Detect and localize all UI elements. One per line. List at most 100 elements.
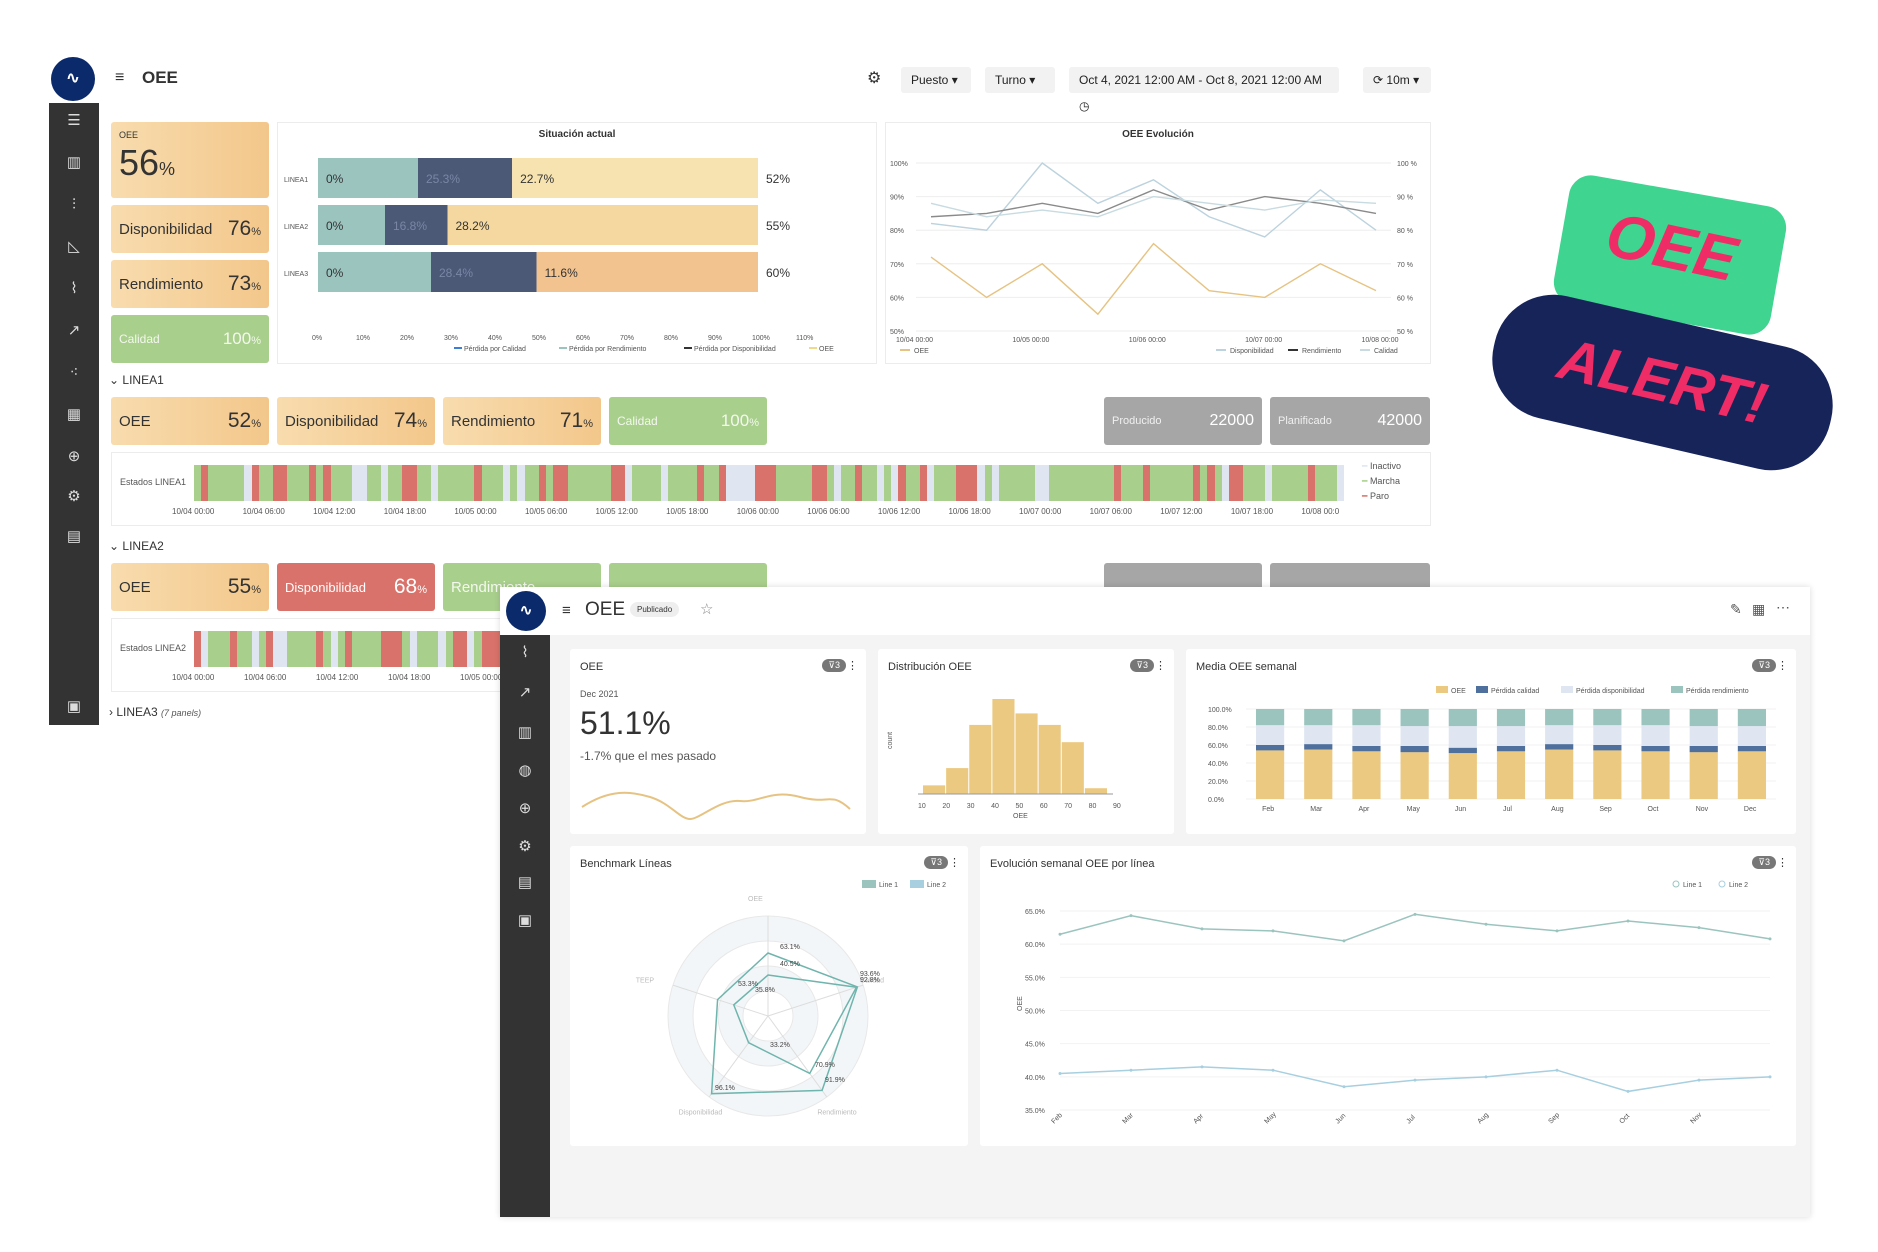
badge-count: 3 [834,660,840,670]
state-segment [1250,465,1258,501]
menu-icon[interactable]: ≡ [562,602,571,619]
state-tick: 10/05 12:00 [595,507,638,516]
settings-icon[interactable]: ⚙ [867,70,882,87]
kpi-disponibilidad-total: Disponibilidad 76% [111,205,269,253]
more-icon[interactable]: ⋯ [1776,599,1790,615]
user-icon[interactable]: ▣ [66,698,82,715]
stacked-bar-segment [1593,745,1622,751]
legend-label: Paro [1369,491,1389,501]
state-segment [438,631,446,667]
building-icon[interactable]: ▤ [66,528,82,545]
state-segment [1178,465,1186,501]
state-segment [481,465,489,501]
scatter-icon[interactable]: ⁖ [69,364,79,381]
card-title: Benchmark Líneas [580,858,672,870]
state-segment [265,465,274,501]
state-segment [797,465,805,501]
state-segment [689,465,698,501]
puesto-select[interactable]: Puesto ▾ [901,67,971,93]
filter-badge[interactable]: ⊽3 [1752,659,1776,672]
stacked-bar-segment [1448,747,1477,754]
state-segment [495,465,504,501]
bar-chart-icon[interactable]: ▥ [517,724,533,741]
stacked-bar-segment [1689,752,1718,799]
trend-icon[interactable]: ↗ [518,684,532,701]
bar-chart-icon[interactable]: ▥ [66,154,82,171]
turno-select[interactable]: Turno ▾ [985,67,1055,93]
state-segment [301,465,309,501]
filter-badge[interactable]: ⊽3 [1130,659,1154,672]
sidebar: ⌇ ↗ ▥ ◍ ⊕ ⚙ ▤ ▣ [500,635,550,1217]
card-menu-icon[interactable]: ⋮ [949,857,960,869]
line-chart-icon[interactable]: ⌇ [521,644,529,661]
legend-label: OEE [819,346,834,353]
bar-category: LINEA1 [284,177,308,184]
x-tick: 10/06 00:00 [1129,337,1166,344]
filter-badge[interactable]: ⊽3 [1752,856,1776,869]
building-icon[interactable]: ▤ [517,874,533,891]
state-segment [1013,465,1021,501]
refresh-icon: ⟳ [1373,73,1384,87]
state-tick: 10/06 00:00 [736,507,779,516]
trend-icon[interactable]: ↗ [67,322,81,339]
calendar-icon[interactable]: ▦ [1752,601,1766,617]
state-segment [1272,465,1280,501]
card-menu-icon[interactable]: ⋮ [1777,857,1788,869]
refresh-picker[interactable]: ⟳ 10m ▾ [1363,67,1431,93]
evolucion-chart: 100% 100 % 90% 90 % 80% 80 % 70% 70 % 60% 60 % 50%… [890,161,1417,355]
stacked-bar-segment [1737,709,1766,727]
edit-icon[interactable]: ✎ [1730,601,1742,617]
card-menu-icon[interactable]: ⋮ [1155,660,1166,672]
line-chart-icon[interactable]: ⌇ [70,280,78,297]
linea1-planificado: Planificado 42000 [1270,397,1430,445]
card-menu-icon[interactable]: ⋮ [847,660,858,672]
time-range-picker[interactable]: Oct 4, 2021 12:00 AM - Oct 8, 2021 12:00… [1069,67,1339,113]
plus-circle-icon[interactable]: ⊕ [67,448,81,465]
y-tick: 45.0% [1025,1042,1045,1049]
state-segment [1078,465,1086,501]
stacked-bar-segment [1304,725,1333,745]
menu-icon[interactable]: ≡ [115,69,125,86]
section-linea2[interactable]: ⌄ LINEA2 [109,539,164,553]
kpi-label: Rendimiento [451,412,536,430]
x-tick: May [1263,1111,1278,1126]
state-segment [330,631,338,667]
state-segment [740,465,748,501]
gear-icon[interactable]: ⚙ [518,838,532,855]
filter-badge[interactable]: ⊽3 [924,856,948,869]
x-tick: 20 [942,803,950,810]
section-linea1[interactable]: ⌄ LINEA1 [109,373,164,387]
section-linea3[interactable]: › LINEA3 (7 panels) [109,705,202,719]
bar-segment-oee [512,158,758,198]
plus-circle-icon[interactable]: ⊕ [518,800,532,817]
state-segment [424,631,432,667]
stacked-bar-segment [1400,745,1429,753]
legend-swatch [559,347,567,349]
legend-swatch [684,347,692,349]
star-icon[interactable]: ☆ [700,601,714,618]
sticker-line1: OEE [1600,200,1743,295]
x-tick: 60 [1040,803,1048,810]
state-segment [919,465,928,501]
gear-icon[interactable]: ⚙ [67,488,81,505]
linea2-disponibilidad: Disponibilidad 68% [277,563,435,611]
radar-data-label: 53.3% [738,981,758,988]
user-icon[interactable]: ▣ [517,912,533,929]
histogram-bar [1084,788,1107,794]
state-segment [409,465,417,501]
grid-icon[interactable]: ▦ [66,406,82,423]
state-segment [941,465,949,501]
kpi-label: Disponibilidad [285,412,379,430]
app-logo[interactable]: ∿ [51,57,95,101]
filter-badge[interactable]: ⊽3 [822,659,846,672]
state-segment [330,465,338,501]
y-tick: 80.0% [1208,725,1228,732]
card-menu-icon[interactable]: ⋮ [1777,660,1788,672]
app-logo[interactable]: ∿ [506,591,546,631]
globe-icon[interactable]: ◍ [518,762,532,779]
oee-delta: -1.7% que el mes pasado [580,749,717,763]
factory-icon[interactable]: ☰ [67,112,81,129]
filter-icon[interactable]: ⫶ [72,196,76,213]
series-point [1555,929,1559,933]
area-chart-icon[interactable]: ◺ [68,238,80,255]
